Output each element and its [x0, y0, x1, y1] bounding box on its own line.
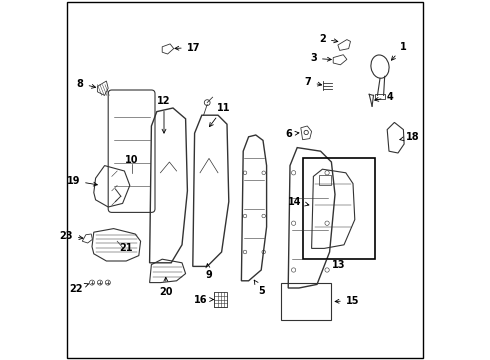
Text: 15: 15 — [335, 296, 359, 306]
Text: 20: 20 — [159, 277, 172, 297]
Bar — [215, 292, 227, 307]
Text: 3: 3 — [310, 53, 331, 63]
Text: 12: 12 — [157, 96, 171, 133]
Text: 9: 9 — [206, 264, 212, 280]
Text: 7: 7 — [305, 77, 321, 87]
Text: 11: 11 — [209, 103, 230, 127]
Text: 10: 10 — [125, 155, 138, 165]
Bar — [303, 158, 374, 259]
Text: 6: 6 — [285, 129, 299, 139]
Text: 17: 17 — [175, 42, 200, 53]
Text: 1: 1 — [392, 42, 407, 60]
Text: 13: 13 — [332, 260, 345, 270]
Text: 2: 2 — [319, 34, 338, 44]
Text: 18: 18 — [400, 132, 420, 142]
Text: 21: 21 — [120, 243, 133, 253]
Text: 23: 23 — [59, 231, 83, 241]
Text: 19: 19 — [67, 176, 98, 186]
Bar — [319, 175, 331, 185]
Text: 14: 14 — [289, 197, 309, 207]
Text: 4: 4 — [375, 92, 393, 102]
Bar — [281, 283, 331, 320]
Text: 16: 16 — [194, 294, 214, 305]
Text: 8: 8 — [77, 78, 96, 89]
Text: 22: 22 — [69, 283, 89, 294]
Bar — [374, 94, 386, 99]
Text: 5: 5 — [254, 280, 265, 296]
